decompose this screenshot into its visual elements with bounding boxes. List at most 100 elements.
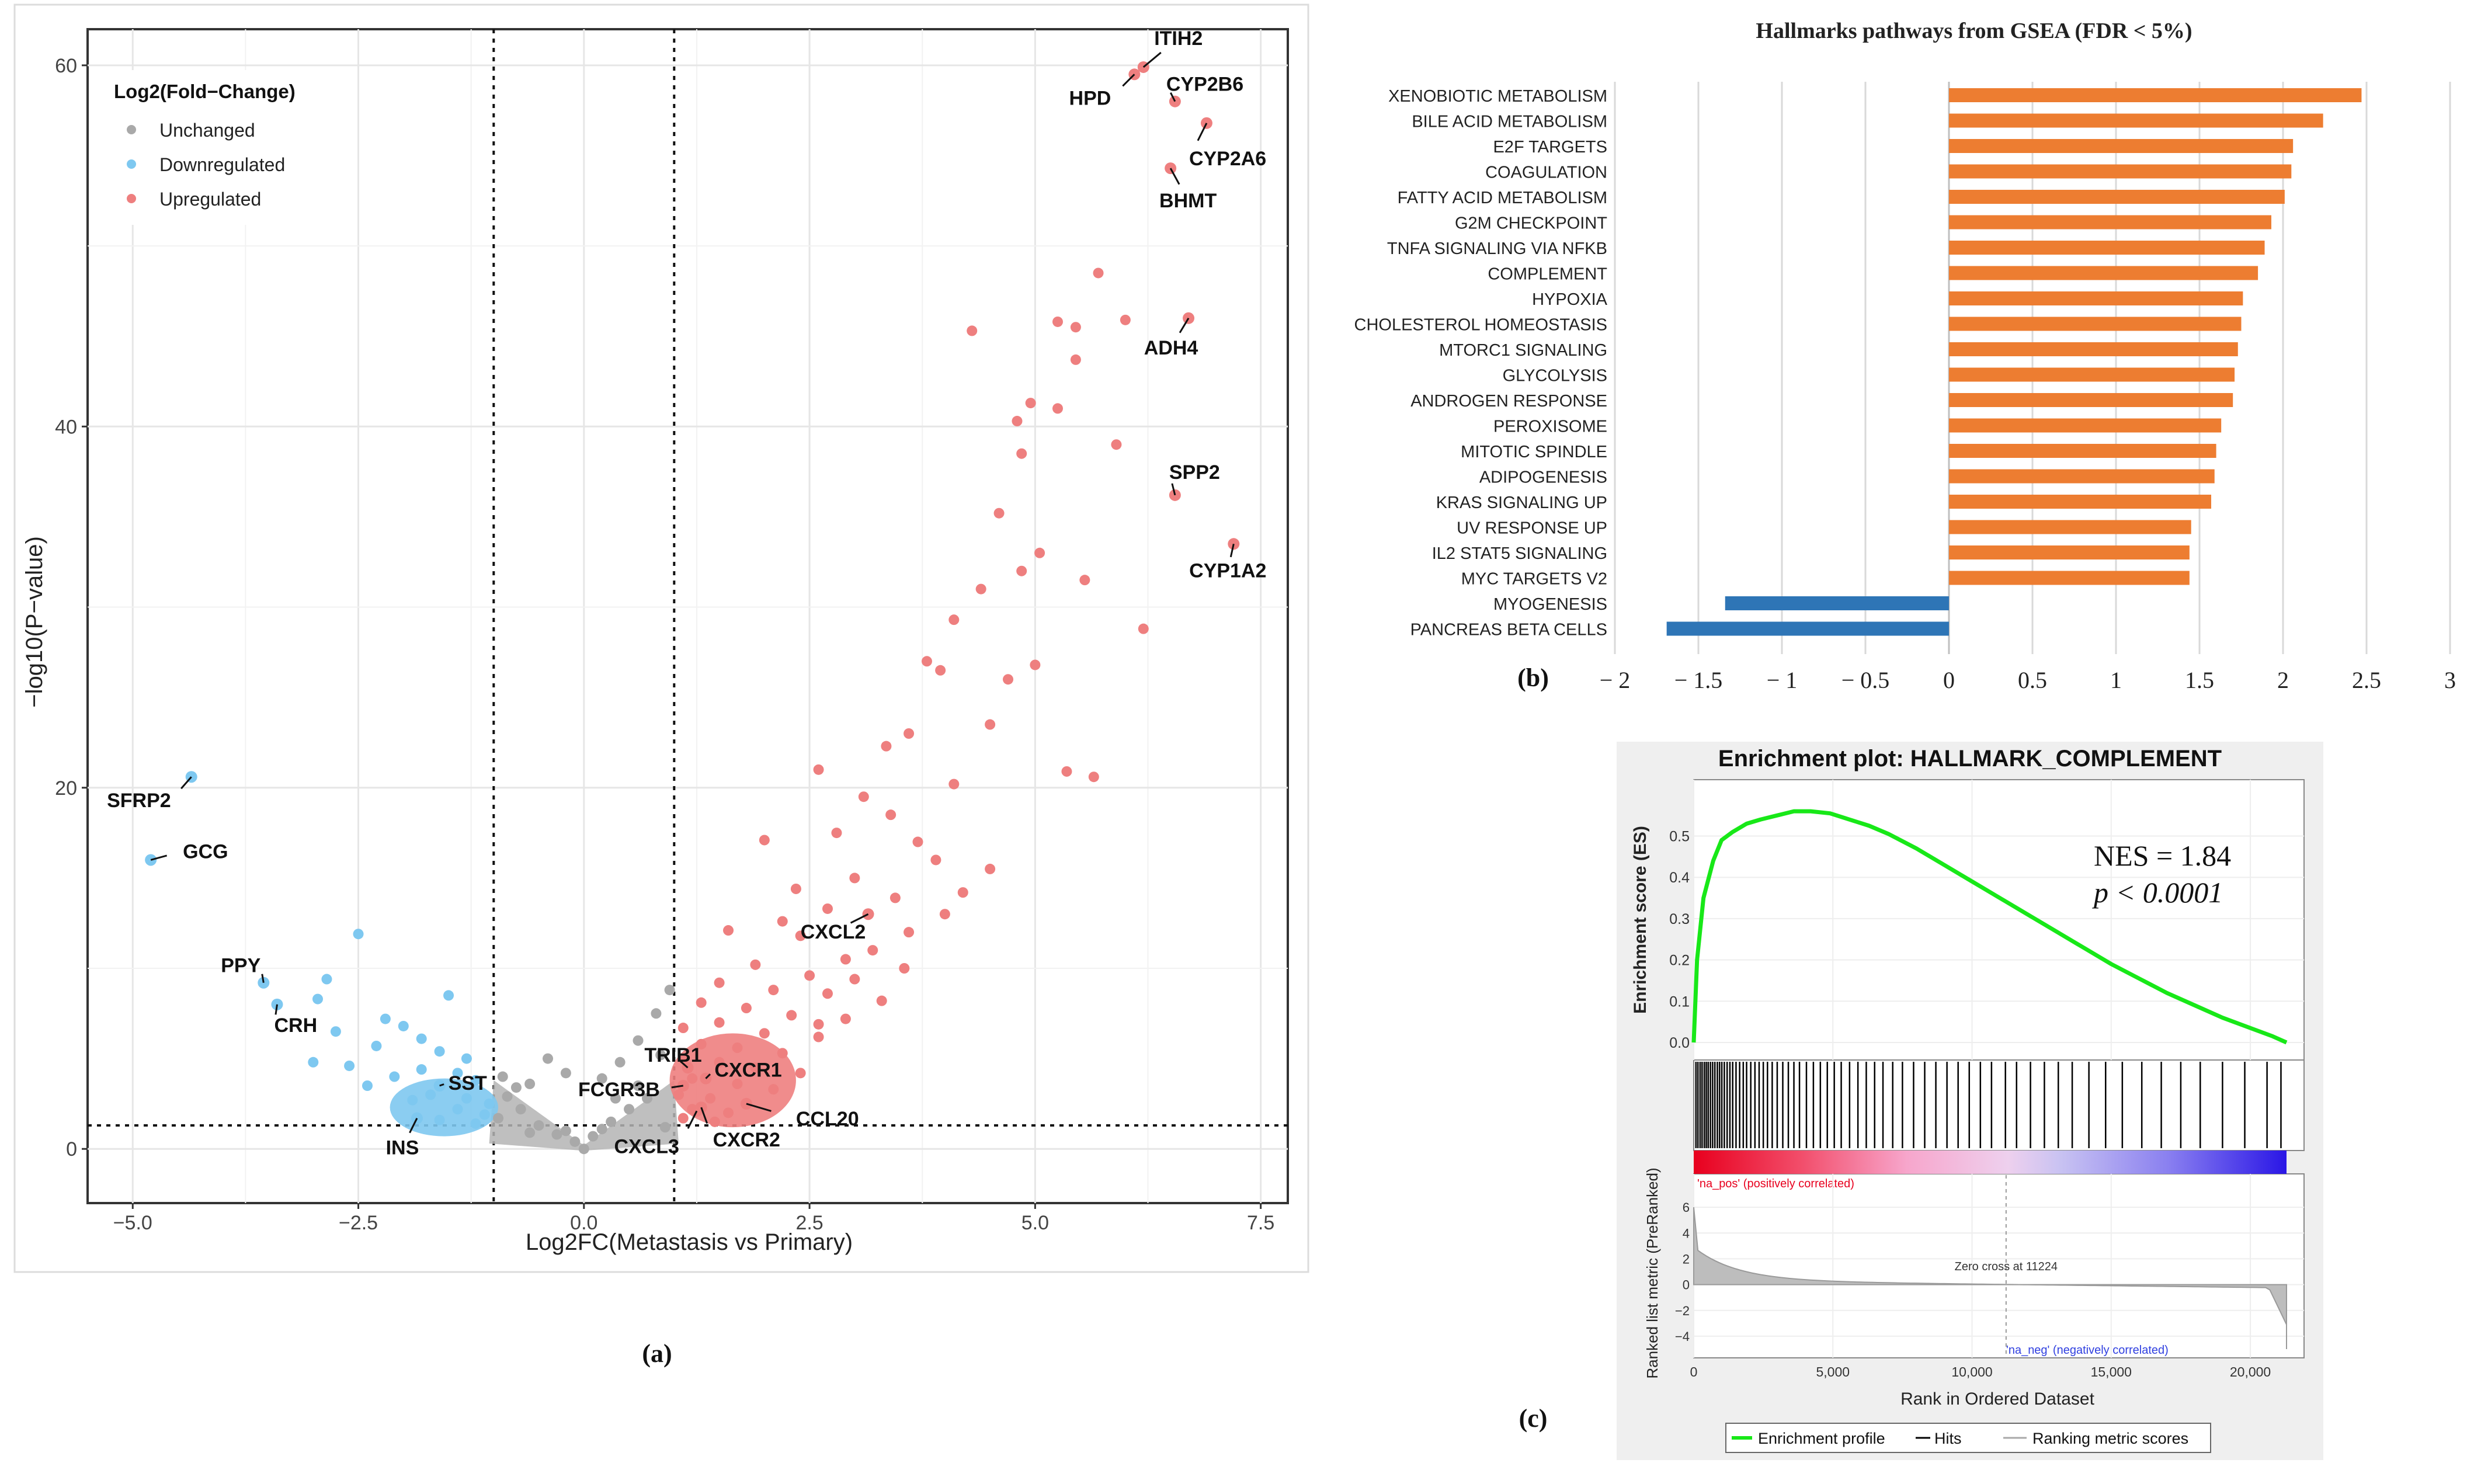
volcano-legend-box bbox=[102, 70, 318, 225]
panel-label-c: (c) bbox=[1519, 1404, 1548, 1433]
gene-label-cxcr2: CXCR2 bbox=[713, 1129, 780, 1151]
hallmarks-x-tick-label: − 1 bbox=[1767, 667, 1798, 693]
hallmarks-title: Hallmarks pathways from GSEA (FDR < 5%) bbox=[1756, 19, 2192, 43]
hallmarks-x-tick-label: 2 bbox=[2277, 667, 2289, 693]
hallmark-bar-pancreas-beta-cells bbox=[1666, 621, 1949, 636]
gene-label-leader bbox=[746, 1103, 772, 1112]
rank-plot-area bbox=[1693, 1173, 2305, 1358]
down-point bbox=[470, 1075, 481, 1086]
gene-label-ppy: PPY bbox=[221, 955, 260, 977]
up-point bbox=[795, 930, 806, 941]
legend-label-hits: Hits bbox=[1934, 1430, 1962, 1447]
volcano-x-axis-label: Log2FC(Metastasis vs Primary) bbox=[526, 1229, 853, 1255]
up-point bbox=[1093, 267, 1104, 279]
down-point bbox=[308, 1056, 319, 1068]
unchanged-point bbox=[610, 1093, 621, 1104]
up-point bbox=[930, 854, 941, 866]
down-point bbox=[470, 1118, 481, 1129]
legend-marker-unchanged bbox=[127, 125, 136, 134]
down-point bbox=[425, 1089, 436, 1100]
hallmark-bar-il2-stat5-signaling bbox=[1949, 545, 2190, 559]
legend-label-unchanged: Unchanged bbox=[159, 120, 255, 141]
up-point bbox=[741, 1003, 752, 1014]
hallmark-category-label: XENOBIOTIC METABOLISM bbox=[1388, 87, 1607, 106]
hallmark-category-label: ANDROGEN RESPONSE bbox=[1410, 392, 1607, 411]
gene-label-cyp1a2: CYP1A2 bbox=[1189, 559, 1266, 582]
hallmark-bar-androgen-response bbox=[1949, 393, 2233, 407]
unchanged-point bbox=[588, 1131, 599, 1142]
volcano-legend: Log2(Fold−Change) Unchanged Downregulate… bbox=[102, 70, 318, 225]
up-point bbox=[759, 835, 770, 846]
hallmark-category-label: IL2 STAT5 SIGNALING bbox=[1432, 544, 1607, 563]
hallmark-bar-mtorc1-signaling bbox=[1949, 342, 2238, 356]
down-point bbox=[321, 974, 332, 985]
hallmark-bar-cholesterol-homeostasis bbox=[1949, 317, 2242, 331]
rank-x-tick-label: 15,000 bbox=[2091, 1364, 2132, 1379]
unchanged-point bbox=[614, 1056, 626, 1068]
volcano-x-ticks: −5.0 −2.5 0.0 2.5 5.0 7.5 bbox=[113, 1203, 1274, 1234]
up-point bbox=[885, 809, 897, 821]
unchanged-point bbox=[502, 1091, 513, 1102]
hallmark-category-label: COMPLEMENT bbox=[1488, 265, 1607, 284]
volcano-x-tick-label: −5.0 bbox=[113, 1212, 152, 1234]
up-point bbox=[768, 1084, 779, 1095]
up-point bbox=[714, 1056, 725, 1068]
unchanged-point bbox=[510, 1082, 522, 1093]
gene-label-cyp2b6: CYP2B6 bbox=[1166, 74, 1243, 96]
hallmark-bar-glycolysis bbox=[1949, 367, 2235, 382]
hallmark-bar-fatty-acid-metabolism bbox=[1949, 190, 2285, 204]
down-point bbox=[416, 1033, 427, 1044]
unchanged-point bbox=[606, 1116, 617, 1127]
up-point bbox=[813, 1019, 824, 1030]
enrichment-legend-box bbox=[1725, 1423, 2211, 1453]
hallmark-bar-tnfa-signaling-via-nfkb bbox=[1949, 241, 2265, 255]
gene-label-leader bbox=[439, 1083, 444, 1087]
up-point bbox=[723, 1107, 734, 1118]
hallmark-category-label: MTORC1 SIGNALING bbox=[1439, 341, 1607, 360]
hallmark-bar-myc-targets-v2 bbox=[1949, 571, 2190, 585]
hallmarks-x-tick-label: 0.5 bbox=[2018, 667, 2047, 693]
gene-label-itih2: ITIH2 bbox=[1154, 27, 1203, 50]
up-point bbox=[889, 892, 901, 903]
up-point bbox=[687, 1073, 698, 1084]
gene-label-leader bbox=[261, 974, 265, 983]
es-y-tick-label: 0.0 bbox=[1669, 1035, 1690, 1051]
enrichment-legend: Enrichment profile Hits Ranking metric s… bbox=[1725, 1423, 2211, 1453]
hallmarks-bars bbox=[1666, 88, 2362, 636]
legend-label-enrichment-profile: Enrichment profile bbox=[1758, 1430, 1885, 1447]
unchanged-point bbox=[493, 1113, 504, 1124]
up-point bbox=[1088, 771, 1099, 783]
hallmarks-x-tick-label: 0 bbox=[1943, 667, 1955, 693]
enrichment-title: Enrichment plot: HALLMARK_COMPLEMENT bbox=[1718, 746, 2222, 771]
up-point bbox=[881, 741, 892, 752]
up-point bbox=[1016, 448, 1027, 459]
up-point bbox=[673, 1089, 684, 1100]
ranking-metric-area bbox=[1693, 1207, 2287, 1349]
hallmarks-x-tick-label: − 1.5 bbox=[1674, 667, 1723, 693]
legend-label-upregulated: Upregulated bbox=[159, 189, 261, 210]
up-point bbox=[1003, 674, 1014, 685]
es-y-tick-label: 0.4 bbox=[1669, 870, 1690, 886]
up-point bbox=[1052, 403, 1063, 414]
legend-label-downregulated: Downregulated bbox=[159, 154, 285, 175]
up-point bbox=[1025, 398, 1036, 409]
hallmark-category-label: TNFA SIGNALING VIA NFKB bbox=[1387, 239, 1607, 258]
es-y-ticks: 0.5 0.4 0.3 0.2 0.1 0.0 bbox=[1669, 829, 1690, 1051]
nes-annotation: NES = 1.84 bbox=[2094, 839, 2231, 872]
hallmarks-x-tick-label: − 2 bbox=[1600, 667, 1631, 693]
hallmarks-panel: Hallmarks pathways from GSEA (FDR < 5%) … bbox=[1354, 19, 2456, 693]
unchanged-point bbox=[560, 1068, 571, 1079]
unchanged-point bbox=[524, 1127, 536, 1138]
rank-y-ticks: 6 4 2 0 −2 −4 bbox=[1675, 1200, 1690, 1344]
down-point bbox=[389, 1071, 400, 1082]
gene-label-ins: INS bbox=[386, 1137, 419, 1159]
up-point bbox=[677, 1023, 689, 1034]
rank-x-tick-label: 5,000 bbox=[1816, 1364, 1850, 1379]
down-point bbox=[434, 1046, 445, 1057]
gene-label-leader bbox=[700, 1107, 708, 1124]
up-point bbox=[709, 1116, 720, 1127]
volcano-y-axis-label: −log10(P−value) bbox=[22, 536, 47, 708]
up-point bbox=[985, 719, 996, 730]
hallmark-category-label: ADIPOGENESIS bbox=[1479, 468, 1607, 487]
volcano-y-tick-label: 40 bbox=[55, 416, 77, 438]
